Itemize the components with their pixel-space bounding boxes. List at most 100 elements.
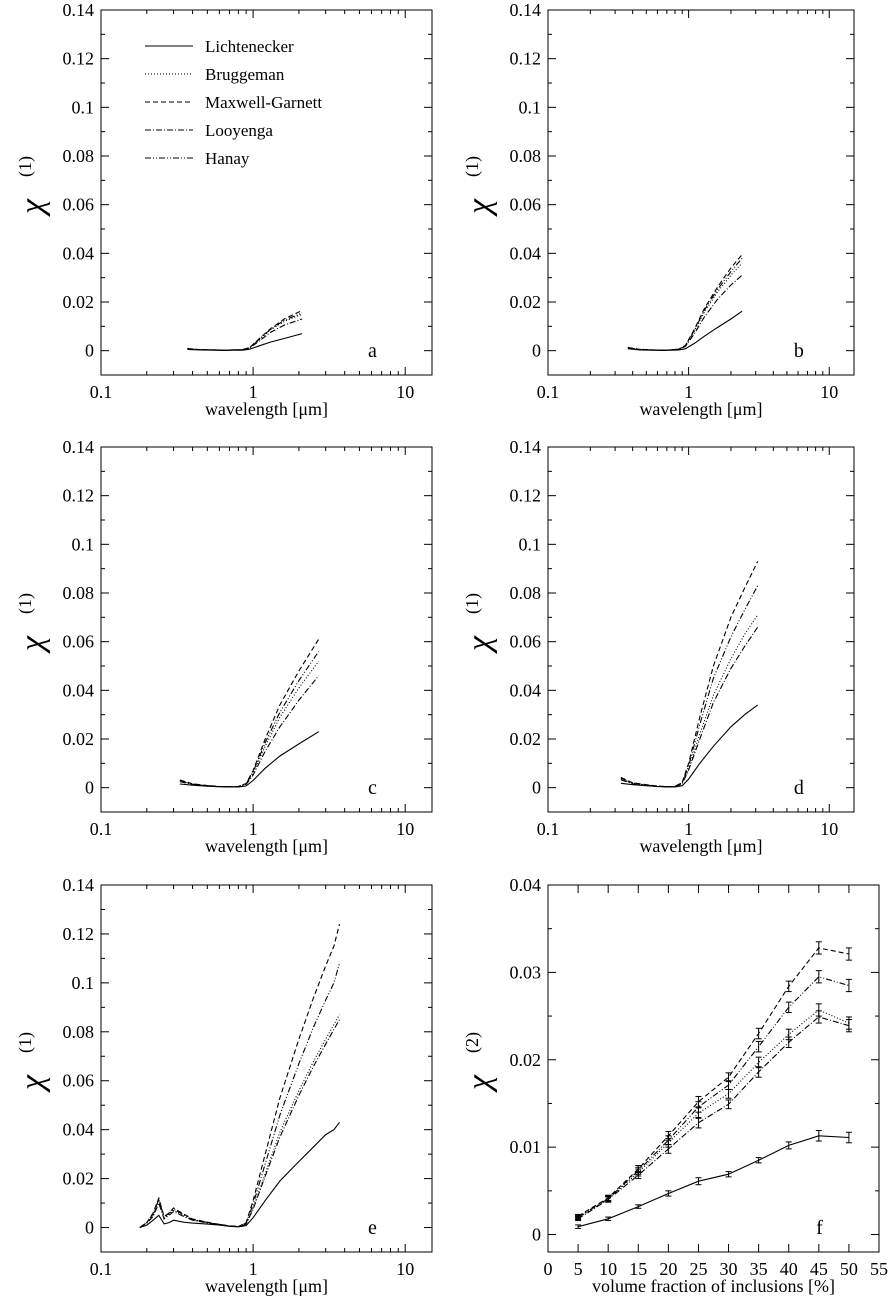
x-tick-label: 45 (810, 1259, 828, 1279)
y-tick-label: 0.14 (63, 437, 95, 457)
panel-f: 0 0.01 0.02 0.03 0.04 0 5 10 15 20 25 30 35 40 45 50 55 v… (461, 875, 888, 1296)
y-tick-label: 0.1 (519, 97, 542, 117)
x-tick-label: 10 (820, 382, 838, 402)
x-tick-label: 10 (599, 1259, 617, 1279)
x-tick-label: 40 (780, 1259, 798, 1279)
plot-frame (547, 884, 880, 1253)
x-axis-label: wavelength [μm] (205, 1276, 328, 1296)
x-axis-label: wavelength [μm] (205, 836, 328, 856)
series-line-maxwell-garnett (627, 254, 743, 351)
series-line-hanay (179, 651, 320, 788)
plot-frame (547, 446, 855, 813)
series-line-looyenga (620, 626, 759, 788)
x-tick-label: 5 (574, 1259, 583, 1279)
y-tick-label: 0 (532, 778, 541, 798)
x-tick-label: 10 (396, 382, 414, 402)
y-tick-label: 0.06 (510, 195, 542, 215)
series-line-lichtenecker (627, 310, 743, 351)
series-line-bruggeman (620, 614, 759, 788)
panel-e: 0 0.02 0.04 0.06 0.08 0.1 0.12 0.14 0.1 1 10 wavele… (14, 875, 433, 1296)
x-tick-label: 15 (629, 1259, 647, 1279)
y-axis-label-superscript: (1) (15, 1032, 36, 1053)
y-tick-label: 0.08 (63, 1022, 95, 1042)
y-tick-label: 0.14 (510, 437, 542, 457)
y-tick-label: 0.06 (63, 632, 95, 652)
x-tick-label: 0.1 (537, 382, 560, 402)
y-tick-label: 0.04 (510, 680, 542, 700)
series-line-maxwell-garnett (577, 947, 850, 1217)
y-tick-label: 0.02 (510, 292, 542, 312)
y-tick-label: 0.1 (72, 973, 95, 993)
plot-frame (100, 884, 433, 1253)
x-tick-label: 10 (396, 1259, 414, 1279)
series-line-maxwell-garnett (139, 923, 341, 1228)
y-tick-label: 0 (85, 1218, 94, 1238)
series-line-lichtenecker (139, 1121, 340, 1229)
x-tick-label: 0.1 (90, 1259, 113, 1279)
series-line-hanay (627, 257, 743, 351)
y-tick-label: 0.02 (63, 292, 95, 312)
y-tick-label: 0.14 (63, 0, 95, 20)
x-tick-label: 10 (820, 819, 838, 839)
y-tick-label: 0.04 (510, 875, 542, 895)
y-tick-label: 0.04 (63, 680, 95, 700)
y-axis-label: χ (461, 198, 498, 217)
y-tick-label: 0 (532, 341, 541, 361)
x-tick-label: 25 (689, 1259, 707, 1279)
panel-a: 0 0.02 0.04 0.06 0.08 0.1 0.12 0.14 0.1 1 10 wavele… (14, 0, 433, 419)
y-tick-label: 0.02 (510, 729, 542, 749)
panel-label: a (368, 340, 377, 362)
legend-label: Lichtenecker (205, 37, 294, 56)
y-axis-label: χ (14, 635, 51, 654)
y-axis-label-superscript: (1) (15, 156, 36, 177)
series-line-hanay (139, 963, 341, 1228)
y-axis-label: χ (14, 1074, 51, 1093)
series-line-bruggeman (627, 262, 743, 351)
x-tick-label: 0 (544, 1259, 553, 1279)
plot-frame (100, 446, 433, 813)
x-tick-label: 1 (249, 382, 258, 402)
series-line-bruggeman (577, 1009, 850, 1219)
y-axis-label-superscript: (1) (462, 593, 483, 614)
series-line-looyenga (139, 1019, 340, 1228)
series-line-maxwell-garnett (179, 638, 320, 788)
panel-label: f (816, 1217, 823, 1239)
series-line-hanay (187, 312, 303, 351)
y-tick-label: 0.1 (72, 534, 95, 554)
legend-label: Maxwell-Garnett (205, 93, 322, 112)
y-tick-label: 0.12 (63, 486, 95, 506)
y-tick-label: 0.02 (510, 1050, 542, 1070)
series-line-bruggeman (139, 1014, 340, 1228)
series-line-bruggeman (179, 660, 320, 788)
plot-frame (547, 9, 855, 376)
y-tick-label: 0.08 (510, 146, 542, 166)
y-tick-label: 0.08 (63, 583, 95, 603)
series-line-hanay (620, 585, 759, 788)
x-tick-label: 1 (684, 382, 693, 402)
panel-label: c (368, 777, 377, 799)
y-tick-label: 0.04 (63, 1120, 95, 1140)
y-axis-label-superscript: (2) (462, 1032, 483, 1053)
y-tick-label: 0.12 (63, 49, 95, 69)
series-line-lichtenecker (620, 704, 759, 788)
x-tick-label: 0.1 (537, 819, 560, 839)
series-line-looyenga (577, 1016, 850, 1220)
x-tick-label: 1 (684, 819, 693, 839)
x-tick-label: 1 (249, 1259, 258, 1279)
legend-label: Looyenga (205, 121, 273, 140)
series-line-bruggeman (187, 313, 303, 351)
y-tick-label: 0.12 (63, 924, 95, 944)
x-axis-label: wavelength [μm] (639, 399, 762, 419)
x-tick-label: 0.1 (90, 382, 113, 402)
y-tick-label: 0.04 (510, 243, 542, 263)
x-tick-label: 55 (870, 1259, 888, 1279)
y-tick-label: 0.14 (510, 0, 542, 20)
y-tick-label: 0.06 (63, 1071, 95, 1091)
series-line-looyenga (627, 274, 743, 351)
panel-label: e (368, 1217, 377, 1239)
y-tick-label: 0.04 (63, 243, 95, 263)
panel-b: 0 0.02 0.04 0.06 0.08 0.1 0.12 0.14 0.1 1 10 wavele… (461, 0, 855, 419)
x-tick-label: 20 (659, 1259, 677, 1279)
legend-label: Hanay (205, 149, 250, 168)
